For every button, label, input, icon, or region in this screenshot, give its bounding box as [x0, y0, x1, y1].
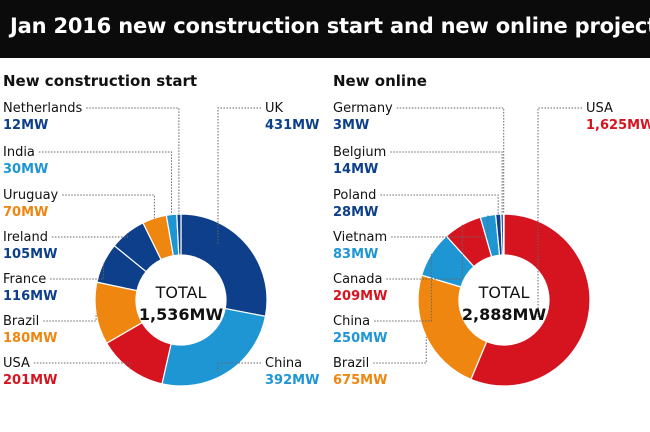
slice-netherlands [176, 213, 182, 256]
label-name-poland: Poland [333, 188, 376, 203]
title-bar: Jan 2016 new construction start and new … [0, 0, 650, 58]
label-value-india: 30MW [3, 162, 48, 177]
label-name-brazil: Brazil [3, 314, 39, 329]
label-name-canada: Canada [333, 272, 382, 287]
leader-line-brazil [43, 313, 97, 322]
slice-brazil [417, 274, 488, 381]
label-name-netherlands: Netherlands [3, 101, 82, 116]
total-label: TOTAL [478, 283, 530, 302]
leader-line-uk [217, 107, 261, 246]
label-name-belgium: Belgium [333, 145, 386, 160]
slice-germany [502, 213, 505, 256]
label-name-ireland: Ireland [3, 230, 48, 245]
total-label: TOTAL [155, 283, 207, 302]
leader-line-canada [386, 224, 463, 280]
label-name-china: China [333, 314, 370, 329]
leader-line-netherlands [86, 107, 180, 215]
leader-line-france [50, 262, 104, 280]
leader-line-brazil [373, 336, 427, 364]
chart-title: New construction start [3, 72, 197, 90]
label-name-china: China [265, 356, 302, 371]
leader-line-usa [33, 362, 131, 370]
leader-line-china [217, 362, 261, 373]
label-name-france: France [3, 272, 46, 287]
label-value-usa: 1,625MW [586, 118, 650, 133]
total-value: 1,536MW [139, 305, 224, 324]
label-value-belgium: 14MW [333, 162, 378, 177]
leader-line-china [374, 253, 432, 322]
label-value-ireland: 105MW [3, 247, 57, 262]
slice-uk [180, 213, 268, 318]
label-value-poland: 28MW [333, 205, 378, 220]
label-value-brazil: 180MW [3, 331, 57, 346]
leader-line-vietnam [391, 215, 489, 238]
label-name-usa: USA [3, 356, 30, 371]
label-value-vietnam: 83MW [333, 247, 378, 262]
leader-line-uruguay [62, 194, 155, 219]
leader-line-poland [380, 194, 499, 215]
label-name-uk: UK [265, 101, 284, 116]
label-value-usa: 201MW [3, 373, 57, 388]
label-value-france: 116MW [3, 289, 57, 304]
leader-line-germany [396, 107, 505, 214]
label-value-china: 250MW [333, 331, 387, 346]
chart-title: New online [333, 72, 427, 90]
label-value-canada: 209MW [333, 289, 387, 304]
slice-china [161, 307, 267, 387]
donut-chart-new-construction-start: New construction start UK 431MW China 392MW U… [3, 72, 319, 388]
label-value-germany: 3MW [333, 118, 369, 133]
leader-line-usa [537, 107, 582, 317]
label-value-uruguay: 70MW [3, 205, 48, 220]
slice-usa [470, 213, 591, 387]
label-value-brazil: 675MW [333, 373, 387, 388]
label-name-india: India [3, 145, 35, 160]
leader-line-india [38, 151, 173, 215]
label-name-usa: USA [586, 101, 613, 116]
label-name-uruguay: Uruguay [3, 188, 59, 203]
label-value-uk: 431MW [265, 118, 319, 133]
page-title: Jan 2016 new construction start and new … [10, 14, 650, 38]
leader-line-ireland [51, 232, 128, 238]
label-value-china: 392MW [265, 373, 319, 388]
label-name-vietnam: Vietnam [333, 230, 387, 245]
label-name-germany: Germany [333, 101, 393, 116]
label-name-brazil: Brazil [333, 356, 369, 371]
label-value-netherlands: 12MW [3, 118, 48, 133]
donut-chart-new-online: New online USA 1,625MW Brazil 675MW China 250M… [333, 72, 650, 388]
total-value: 2,888MW [462, 305, 547, 324]
leader-line-belgium [390, 151, 503, 215]
